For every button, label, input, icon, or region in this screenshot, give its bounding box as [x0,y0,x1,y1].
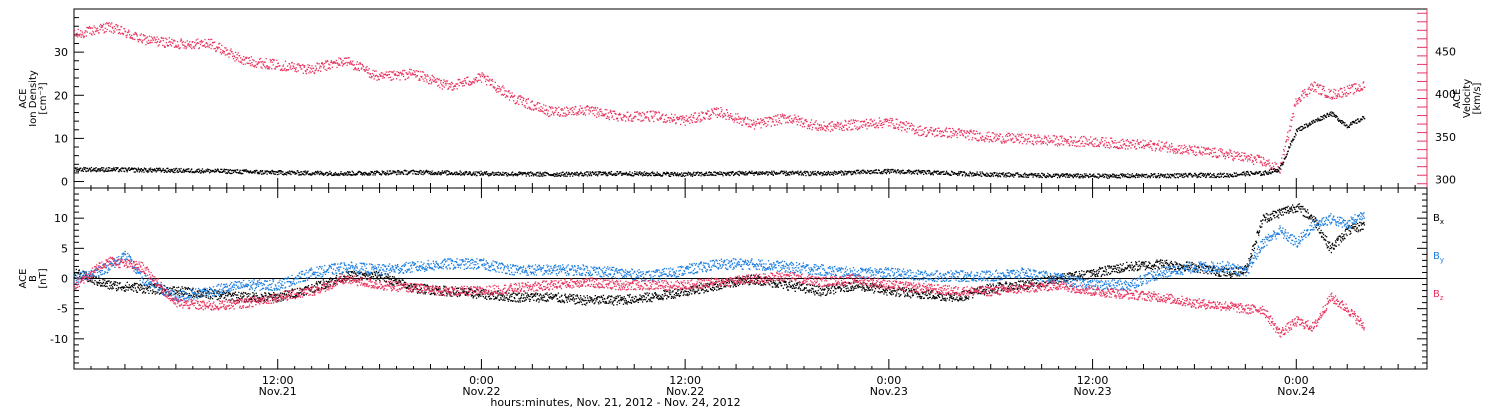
x-tick-time-label: 12:00 [669,374,701,387]
legend-label-by: By [1433,251,1444,264]
top-right-tick-label: 450 [1435,46,1456,59]
x-tick-date-label: Nov.21 [259,385,297,398]
x-tick-time-label: 12:00 [262,374,294,387]
bottom-left-tick-label: 5 [61,242,68,255]
bottom-left-tick-label: 0 [61,273,68,286]
top-right-axis-title-line: Velocity [1462,79,1473,118]
x-tick-time-label: 0:00 [1284,374,1309,387]
x-tick-date-label: Nov.22 [666,385,704,398]
top-left-tick-label: 20 [54,89,68,102]
x-tick-date-label: Nov.23 [1074,385,1112,398]
bottom-left-axis-title-line: [nT] [38,268,49,288]
top-left-tick-label: 10 [54,132,68,145]
bottom-left-tick-label: -5 [57,303,68,316]
bottom-left-tick-label: -10 [50,333,68,346]
top-left-axis-title-line: Ion Density [28,70,39,127]
x-axis-title: hours:minutes, Nov. 21, 2012 - Nov. 24, … [490,396,740,409]
by-series [74,212,1366,302]
x-tick-date-label: Nov.22 [462,385,500,398]
bx-series [74,203,1366,306]
bottom-left-tick-label: 10 [54,212,68,225]
top-left-axis-title-line: ACE [18,89,29,109]
top-right-axis-title: ACE Velocity [km/s] [1452,79,1483,118]
x-tick-time-label: 0:00 [469,374,494,387]
top-left-tick-label: 30 [54,46,68,59]
x-tick-time-label: 0:00 [877,374,902,387]
x-tick-date-label: Nov.23 [870,385,908,398]
legend-label-bx: Bx [1433,213,1444,226]
bottom-left-axis-title: ACE B [nT] [18,268,49,288]
x-tick-time-label: 12:00 [1077,374,1109,387]
top-left-tick-label: 0 [61,176,68,189]
ion-density-series [74,111,1366,179]
top-right-tick-label: 400 [1435,88,1456,101]
top-right-tick-label: 300 [1435,173,1456,186]
bottom-left-axis-title-line: ACE [18,269,29,289]
top-left-axis-title: ACE Ion Density [cm⁻³] [18,70,49,127]
x-tick-date-label: Nov.24 [1277,385,1315,398]
bottom-left-axis-title-line: B [28,275,39,282]
top-right-tick-label: 350 [1435,131,1456,144]
top-right-axis-title-line: ACE [1452,89,1463,109]
legend-label-bz: Bz [1433,289,1444,302]
top-plot-frame [73,8,1428,189]
velocity-series [74,22,1366,174]
top-left-axis-title-line: [cm⁻³] [38,82,49,114]
bz-series [74,256,1366,338]
top-right-axis-title-line: [km/s] [1472,82,1483,114]
